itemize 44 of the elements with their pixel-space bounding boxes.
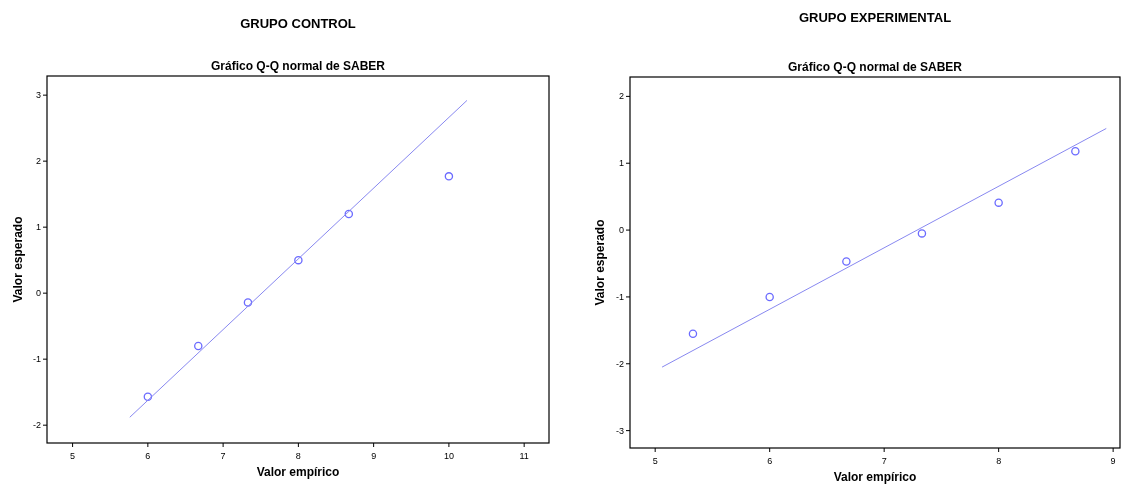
x-axis-title: Valor empírico (256, 465, 340, 479)
x-tick-label: 5 (70, 451, 76, 461)
y-tick-label: -1 (615, 291, 624, 302)
x-tick-label: 7 (881, 456, 887, 466)
y-tick-label: -2 (615, 358, 624, 369)
x-tick-label: 8 (996, 456, 1002, 466)
y-tick-label: 0 (35, 288, 41, 299)
y-tick-label: 2 (35, 156, 41, 167)
point (765, 292, 774, 302)
point (994, 198, 1003, 207)
point (688, 329, 698, 338)
point (344, 209, 354, 219)
x-tick-label: 6 (767, 456, 773, 466)
x-tick-label: 9 (1110, 456, 1116, 466)
point (143, 392, 153, 402)
x-tick-label: 9 (371, 451, 377, 461)
chart-title: GRUPO EXPERIMENTAL (798, 10, 952, 25)
x-tick-label: 7 (220, 451, 226, 461)
chart-subtitle: Gráfico Q-Q normal de SABER (210, 59, 386, 73)
point (194, 341, 203, 351)
point (1071, 146, 1080, 156)
y-tick-label: 3 (35, 90, 41, 101)
y-axis-title: Valor esperado (11, 216, 25, 303)
point (917, 229, 927, 238)
y-tick-label: 2 (618, 91, 624, 102)
y-tick-label: -2 (32, 420, 41, 431)
y-tick-label: 1 (618, 158, 624, 169)
point (294, 255, 303, 265)
x-axis-title: Valor empírico (833, 470, 917, 484)
point (243, 298, 253, 307)
x-tick-label: 6 (145, 451, 151, 461)
x-tick-label: 11 (519, 451, 529, 461)
y-tick-label: -3 (615, 425, 624, 436)
point (842, 257, 851, 266)
y-axis-title: Valor esperado (593, 219, 607, 306)
chart-subtitle: Gráfico Q-Q normal de SABER (787, 60, 963, 74)
y-tick-label: 1 (35, 222, 41, 233)
x-tick-label: 8 (295, 451, 301, 461)
point (444, 172, 454, 181)
x-tick-label: 10 (443, 451, 454, 461)
y-tick-label: -1 (32, 354, 41, 365)
chart-title: GRUPO CONTROL (240, 16, 356, 31)
x-tick-label: 5 (652, 456, 658, 466)
y-tick-label: 0 (618, 225, 624, 236)
